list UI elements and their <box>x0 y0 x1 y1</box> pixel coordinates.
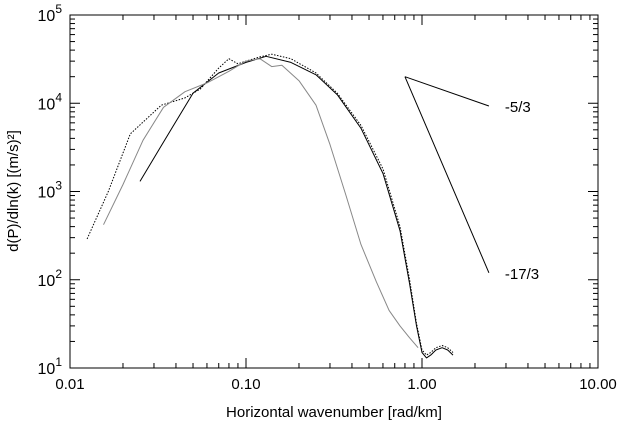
slope-label-1: -5/3 <box>505 99 531 116</box>
x-tick-labels: 0.01 0.10 1.00 10.00 <box>55 376 616 393</box>
series-line-2 <box>86 53 454 356</box>
plot-frame <box>69 14 599 369</box>
data-series <box>86 53 454 359</box>
x-tick-label: 0.01 <box>55 376 84 393</box>
slope-line-1 <box>404 76 490 107</box>
reference-slopes: -5/3 -17/3 <box>404 76 539 283</box>
y-tick-label: 105 <box>38 2 63 25</box>
axis-ticks <box>69 15 598 369</box>
series-line-3 <box>103 58 419 349</box>
x-tick-label: 10.00 <box>579 376 617 393</box>
y-tick-label: 101 <box>38 355 63 378</box>
slope-label-2: -17/3 <box>505 266 539 283</box>
x-tick-label: 1.00 <box>407 376 436 393</box>
y-tick-label: 102 <box>38 267 63 290</box>
y-tick-labels: 101 102 103 104 105 <box>38 2 63 378</box>
y-tick-label: 103 <box>38 179 63 202</box>
slope-line-2 <box>404 76 490 273</box>
y-axis-label: d(P)/dln(k) [(m/s)²] <box>5 130 22 252</box>
x-axis-label: Horizontal wavenumber [rad/km] <box>226 404 442 421</box>
series-line-1 <box>139 55 454 359</box>
y-tick-label: 104 <box>38 90 63 113</box>
x-tick-label: 0.10 <box>231 376 260 393</box>
